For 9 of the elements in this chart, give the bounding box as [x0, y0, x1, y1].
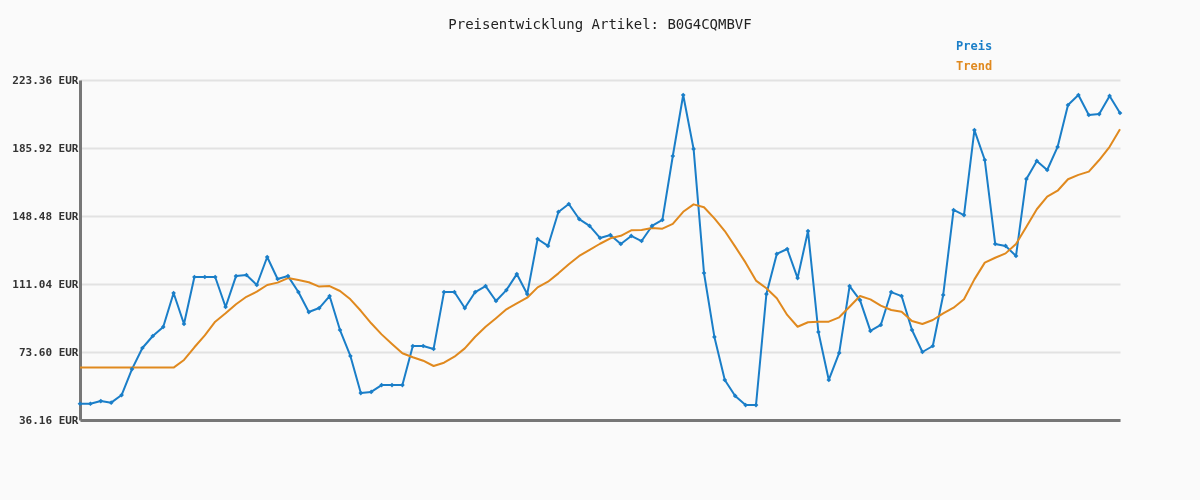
y-tick-label: 36.16 EUR	[18, 413, 79, 427]
y-tick-label: 185.92 EUR	[12, 141, 79, 155]
text: Preis	[956, 39, 993, 53]
text: Trend	[956, 59, 993, 73]
y-tick-label: 111.04 EUR	[12, 277, 79, 291]
chart-title: Preisentwicklung Artikel: B0G4CQMBVF	[448, 16, 752, 32]
y-tick-label: 148.48 EUR	[12, 209, 79, 223]
y-tick-label: 73.60 EUR	[18, 345, 79, 359]
y-tick-label: 223.36 EUR	[12, 73, 79, 87]
